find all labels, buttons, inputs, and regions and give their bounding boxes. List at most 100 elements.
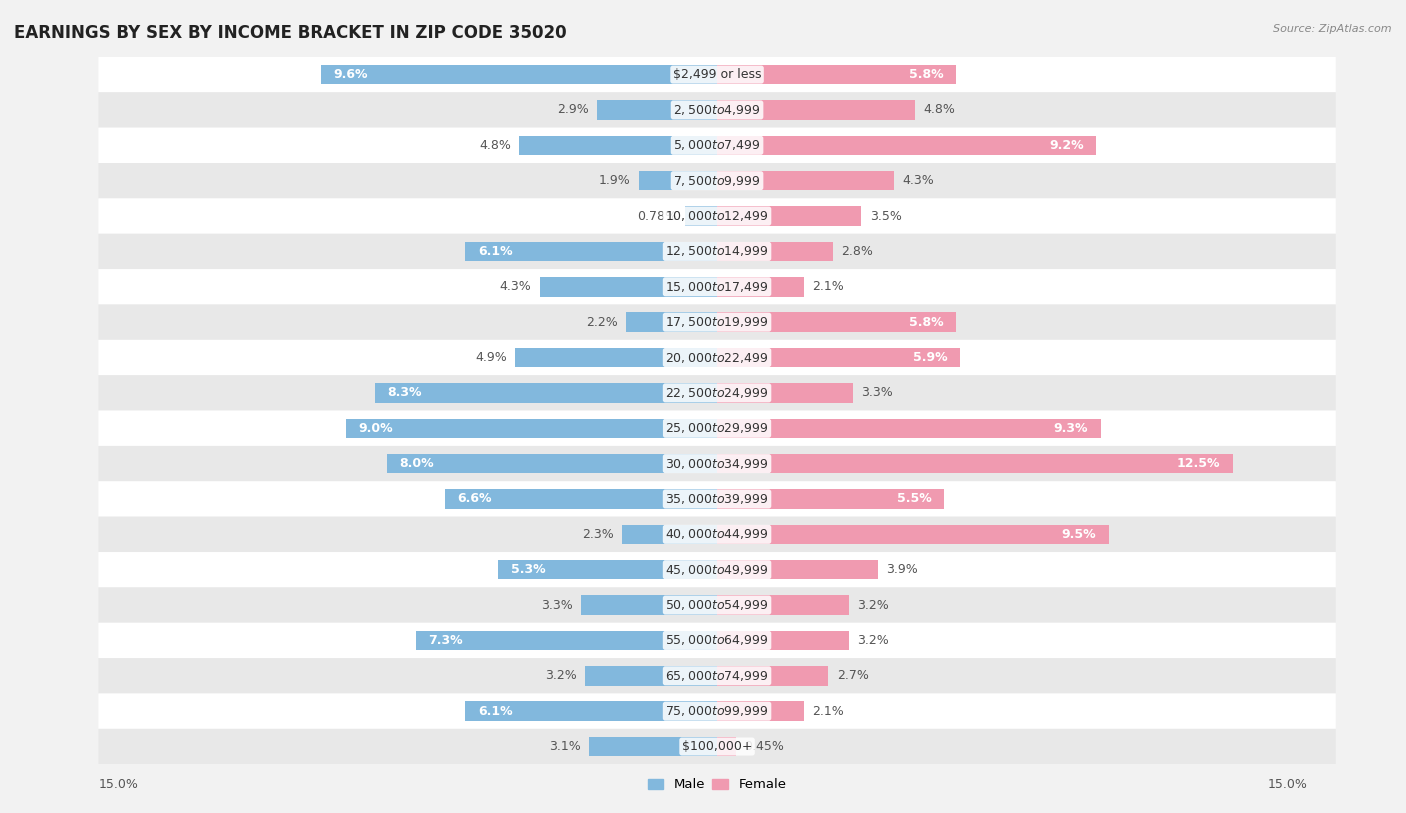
Text: 3.3%: 3.3%: [541, 598, 572, 611]
Bar: [717, 560, 877, 580]
Text: 5.3%: 5.3%: [510, 563, 546, 576]
Bar: [717, 100, 915, 120]
Bar: [717, 595, 849, 615]
Text: 7.3%: 7.3%: [429, 634, 463, 647]
Text: 5.8%: 5.8%: [910, 68, 943, 81]
Text: 2.8%: 2.8%: [841, 245, 873, 258]
FancyBboxPatch shape: [98, 198, 1336, 233]
FancyBboxPatch shape: [98, 587, 1336, 623]
Text: $75,000 to $99,999: $75,000 to $99,999: [665, 704, 769, 718]
Bar: [581, 595, 717, 615]
Bar: [717, 312, 956, 332]
FancyBboxPatch shape: [98, 729, 1336, 764]
FancyBboxPatch shape: [98, 304, 1336, 340]
Bar: [444, 489, 717, 509]
Text: $35,000 to $39,999: $35,000 to $39,999: [665, 492, 769, 506]
Text: 0.45%: 0.45%: [744, 740, 783, 753]
Text: 12.5%: 12.5%: [1177, 457, 1220, 470]
Text: 3.9%: 3.9%: [886, 563, 918, 576]
Text: 2.3%: 2.3%: [582, 528, 614, 541]
Text: 4.8%: 4.8%: [479, 139, 510, 152]
Text: 2.9%: 2.9%: [557, 103, 589, 116]
Bar: [321, 65, 717, 85]
Text: 5.9%: 5.9%: [914, 351, 948, 364]
Bar: [465, 241, 717, 261]
Text: $100,000+: $100,000+: [682, 740, 752, 753]
Text: 6.1%: 6.1%: [478, 705, 512, 718]
Text: 0.78%: 0.78%: [637, 210, 676, 223]
Text: $10,000 to $12,499: $10,000 to $12,499: [665, 209, 769, 223]
Text: $2,499 or less: $2,499 or less: [673, 68, 761, 81]
FancyBboxPatch shape: [98, 481, 1336, 517]
Text: $45,000 to $49,999: $45,000 to $49,999: [665, 563, 769, 576]
Text: 3.2%: 3.2%: [858, 634, 889, 647]
Text: EARNINGS BY SEX BY INCOME BRACKET IN ZIP CODE 35020: EARNINGS BY SEX BY INCOME BRACKET IN ZIP…: [14, 24, 567, 42]
Bar: [387, 454, 717, 473]
Text: $20,000 to $22,499: $20,000 to $22,499: [665, 350, 769, 364]
FancyBboxPatch shape: [98, 623, 1336, 659]
Bar: [717, 702, 804, 721]
Bar: [346, 419, 717, 438]
Bar: [540, 277, 717, 297]
Text: 3.5%: 3.5%: [870, 210, 901, 223]
Bar: [717, 454, 1233, 473]
Text: $25,000 to $29,999: $25,000 to $29,999: [665, 421, 769, 435]
FancyBboxPatch shape: [98, 693, 1336, 729]
Bar: [717, 136, 1097, 155]
Bar: [519, 136, 717, 155]
Text: $7,500 to $9,999: $7,500 to $9,999: [673, 174, 761, 188]
Text: 9.0%: 9.0%: [359, 422, 392, 435]
Bar: [717, 631, 849, 650]
Text: 15.0%: 15.0%: [1268, 778, 1308, 791]
Bar: [717, 666, 828, 685]
Text: $2,500 to $4,999: $2,500 to $4,999: [673, 103, 761, 117]
Bar: [375, 383, 717, 402]
Text: $15,000 to $17,499: $15,000 to $17,499: [665, 280, 769, 293]
FancyBboxPatch shape: [98, 411, 1336, 446]
Text: $30,000 to $34,999: $30,000 to $34,999: [665, 457, 769, 471]
Text: 3.2%: 3.2%: [858, 598, 889, 611]
Text: 3.2%: 3.2%: [546, 669, 576, 682]
Text: 4.3%: 4.3%: [499, 280, 531, 293]
Bar: [685, 207, 717, 226]
Bar: [589, 737, 717, 756]
Text: 2.1%: 2.1%: [811, 705, 844, 718]
Text: $65,000 to $74,999: $65,000 to $74,999: [665, 669, 769, 683]
Text: 9.2%: 9.2%: [1049, 139, 1084, 152]
FancyBboxPatch shape: [98, 659, 1336, 693]
Text: 9.5%: 9.5%: [1062, 528, 1097, 541]
FancyBboxPatch shape: [98, 340, 1336, 375]
Text: 3.3%: 3.3%: [862, 386, 893, 399]
Bar: [585, 666, 717, 685]
Bar: [717, 524, 1109, 544]
Bar: [717, 65, 956, 85]
Text: $55,000 to $64,999: $55,000 to $64,999: [665, 633, 769, 647]
Text: 1.9%: 1.9%: [599, 174, 630, 187]
Text: 2.7%: 2.7%: [837, 669, 869, 682]
Bar: [717, 383, 853, 402]
Text: $40,000 to $44,999: $40,000 to $44,999: [665, 528, 769, 541]
Text: $22,500 to $24,999: $22,500 to $24,999: [665, 386, 769, 400]
Text: 8.3%: 8.3%: [387, 386, 422, 399]
Text: 6.6%: 6.6%: [457, 493, 492, 506]
Text: 2.1%: 2.1%: [811, 280, 844, 293]
FancyBboxPatch shape: [98, 446, 1336, 481]
Text: 4.9%: 4.9%: [475, 351, 506, 364]
Bar: [717, 419, 1101, 438]
Text: $50,000 to $54,999: $50,000 to $54,999: [665, 598, 769, 612]
Bar: [717, 241, 832, 261]
Bar: [623, 524, 717, 544]
Bar: [717, 277, 804, 297]
Bar: [638, 171, 717, 190]
Text: 5.8%: 5.8%: [910, 315, 943, 328]
FancyBboxPatch shape: [98, 128, 1336, 163]
FancyBboxPatch shape: [98, 517, 1336, 552]
Bar: [499, 560, 717, 580]
Text: 4.8%: 4.8%: [924, 103, 955, 116]
Bar: [416, 631, 717, 650]
Text: $17,500 to $19,999: $17,500 to $19,999: [665, 315, 769, 329]
Text: 9.6%: 9.6%: [333, 68, 368, 81]
Text: 5.5%: 5.5%: [897, 493, 932, 506]
FancyBboxPatch shape: [98, 269, 1336, 304]
Bar: [465, 702, 717, 721]
